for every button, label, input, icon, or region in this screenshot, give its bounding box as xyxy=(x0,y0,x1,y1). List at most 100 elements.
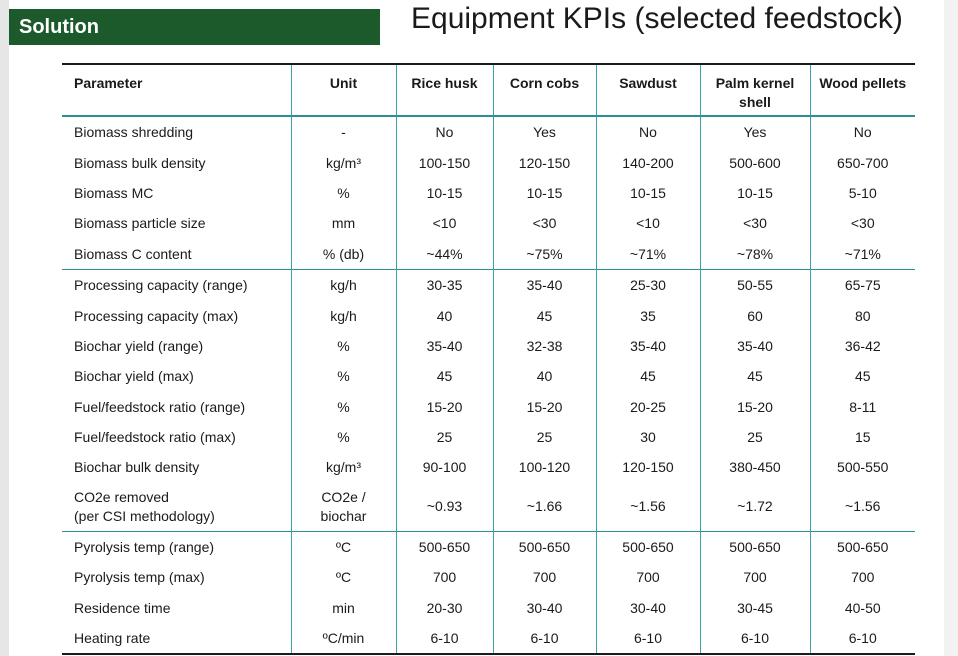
cell-wood-pellets: 15 xyxy=(809,421,915,453)
cell-palm-kernel-shell: 700 xyxy=(699,562,810,593)
left-edge-strip xyxy=(0,0,9,656)
cell-wood-pellets: <30 xyxy=(809,208,915,239)
cell-sawdust: No xyxy=(595,116,700,148)
cell-rice-husk: 30-35 xyxy=(395,268,493,301)
right-edge-strip xyxy=(944,0,958,656)
table-row: Biochar yield (range)% 35-40 32-38 35-40 35-… xyxy=(62,330,915,362)
table-row: Pyrolysis temp (range) ºC 500-650 500-650 50… xyxy=(62,530,915,563)
table-row: Fuel/feedstock ratio (range)% 15-20 15-20 2… xyxy=(62,391,915,422)
cell-rice-husk: 500-650 xyxy=(395,530,493,563)
cell-unit: % xyxy=(290,330,396,362)
table-row: Biomass particle size mm <10 <30 <10 <30 <30 xyxy=(62,208,915,239)
cell-unit: - xyxy=(290,116,396,148)
cell-sawdust: 30 xyxy=(595,421,700,453)
cell-wood-pellets: 5-10 xyxy=(809,177,915,209)
cell-palm-kernel-shell: 25 xyxy=(699,421,810,453)
cell-rice-husk: 20-30 xyxy=(395,592,493,623)
header-parameter: Parameter xyxy=(62,64,291,117)
cell-wood-pellets: 80 xyxy=(809,300,915,331)
header-palm-kernel-shell: Palm kernel shell xyxy=(699,64,810,117)
cell-parameter: Biomass particle size xyxy=(74,215,206,232)
cell-wood-pellets: No xyxy=(809,116,915,148)
header-rice-husk: Rice husk xyxy=(395,64,493,117)
cell-corn-cobs: 6-10 xyxy=(492,622,596,656)
table-row: Biomass shredding - No Yes No Yes No xyxy=(62,116,915,148)
cell-sawdust: 6-10 xyxy=(595,622,700,656)
cell-sawdust: 500-650 xyxy=(595,530,700,563)
cell-sawdust: <10 xyxy=(595,208,700,239)
cell-corn-cobs: 700 xyxy=(492,562,596,593)
kpi-table: Parameter Unit Rice husk Corn cobs Sawdu… xyxy=(62,63,915,656)
cell-wood-pellets: 8-11 xyxy=(809,391,915,422)
cell-unit: min xyxy=(290,592,396,623)
cell-wood-pellets: 500-550 xyxy=(809,452,915,483)
table-row: Biomass MC% 10-15 10-15 10-15 10-15 5-10 xyxy=(62,177,915,209)
cell-rice-husk: 25 xyxy=(395,421,493,453)
cell-parameter: Biomass shredding xyxy=(74,124,194,141)
header-wood-pellets: Wood pellets xyxy=(809,64,915,117)
header-row: Parameter Unit Rice husk Corn cobs Sawdu… xyxy=(62,64,915,117)
cell-wood-pellets: ~71% xyxy=(809,238,915,270)
cell-palm-kernel-shell: 15-20 xyxy=(699,391,810,422)
cell-corn-cobs: ~75% xyxy=(492,238,596,270)
cell-wood-pellets: 700 xyxy=(809,562,915,593)
cell-palm-kernel-shell: 35-40 xyxy=(699,330,810,362)
cell-rice-husk: <10 xyxy=(395,208,493,239)
cell-unit: ºC xyxy=(290,530,396,563)
cell-parameter: Fuel/feedstock ratio (max) xyxy=(74,429,236,446)
cell-corn-cobs: 25 xyxy=(492,421,596,453)
cell-wood-pellets: ~1.56 xyxy=(809,482,915,532)
cell-wood-pellets: 650-700 xyxy=(809,147,915,178)
cell-corn-cobs: 500-650 xyxy=(492,530,596,563)
page-title: Equipment KPIs (selected feedstock) xyxy=(411,2,903,35)
table-row: Fuel/feedstock ratio (max)% 25 25 30 25 15 xyxy=(62,421,915,453)
cell-palm-kernel-shell: 380-450 xyxy=(699,452,810,483)
cell-unit: mm xyxy=(290,208,396,239)
cell-rice-husk: 45 xyxy=(395,361,493,392)
cell-wood-pellets: 500-650 xyxy=(809,530,915,563)
cell-palm-kernel-shell: 30-45 xyxy=(699,592,810,623)
table-body: Biomass shredding - No Yes No Yes No Biomass bu… xyxy=(62,116,915,656)
cell-corn-cobs: Yes xyxy=(492,116,596,148)
cell-sawdust: 25-30 xyxy=(595,268,700,301)
header-corn-cobs: Corn cobs xyxy=(492,64,596,117)
cell-corn-cobs: ~1.66 xyxy=(492,482,596,532)
cell-sawdust: 700 xyxy=(595,562,700,593)
table-row: Biochar yield (max)% 45 40 45 45 45 xyxy=(62,361,915,392)
cell-palm-kernel-shell: ~1.72 xyxy=(699,482,810,532)
cell-palm-kernel-shell: 10-15 xyxy=(699,177,810,209)
cell-sawdust: 10-15 xyxy=(595,177,700,209)
cell-parameter: Heating rate xyxy=(62,622,291,656)
cell-sawdust: 35 xyxy=(595,300,700,331)
table-row: Residence time min 20-30 30-40 30-40 30-45 40-… xyxy=(62,592,915,623)
cell-rice-husk: 35-40 xyxy=(395,330,493,362)
cell-corn-cobs: 40 xyxy=(492,361,596,392)
cell-rice-husk: No xyxy=(395,116,493,148)
cell-corn-cobs: 35-40 xyxy=(492,268,596,301)
table-row: Processing capacity (range) kg/h 30-35 35-4… xyxy=(62,268,915,301)
cell-sawdust: ~71% xyxy=(595,238,700,270)
table-row: Biochar bulk density kg/m³ 90-100 100-120 12… xyxy=(62,452,915,483)
cell-parameter: Biochar bulk density xyxy=(74,459,200,476)
cell-parameter: Biomass bulk density xyxy=(74,154,206,171)
cell-parameter: Pyrolysis temp (range) xyxy=(62,530,291,563)
cell-corn-cobs: 32-38 xyxy=(492,330,596,362)
cell-corn-cobs: <30 xyxy=(492,208,596,239)
header-unit: Unit xyxy=(290,64,396,117)
cell-palm-kernel-shell: 45 xyxy=(699,361,810,392)
cell-rice-husk: 100-150 xyxy=(395,147,493,178)
cell-rice-husk: ~44% xyxy=(395,238,493,270)
cell-rice-husk: 15-20 xyxy=(395,391,493,422)
cell-corn-cobs: 30-40 xyxy=(492,592,596,623)
table-row: Heating rate ºC/min 6-10 6-10 6-10 6-10 6-10 xyxy=(62,622,915,656)
cell-wood-pellets: 45 xyxy=(809,361,915,392)
cell-unit: ºC xyxy=(290,562,396,593)
cell-palm-kernel-shell: Yes xyxy=(699,116,810,148)
cell-unit: kg/h xyxy=(290,300,396,331)
cell-rice-husk: 6-10 xyxy=(395,622,493,656)
cell-sawdust: 120-150 xyxy=(595,452,700,483)
cell-unit: % xyxy=(290,177,396,209)
cell-unit: % xyxy=(290,361,396,392)
cell-palm-kernel-shell: 50-55 xyxy=(699,268,810,301)
cell-wood-pellets: 6-10 xyxy=(809,622,915,656)
